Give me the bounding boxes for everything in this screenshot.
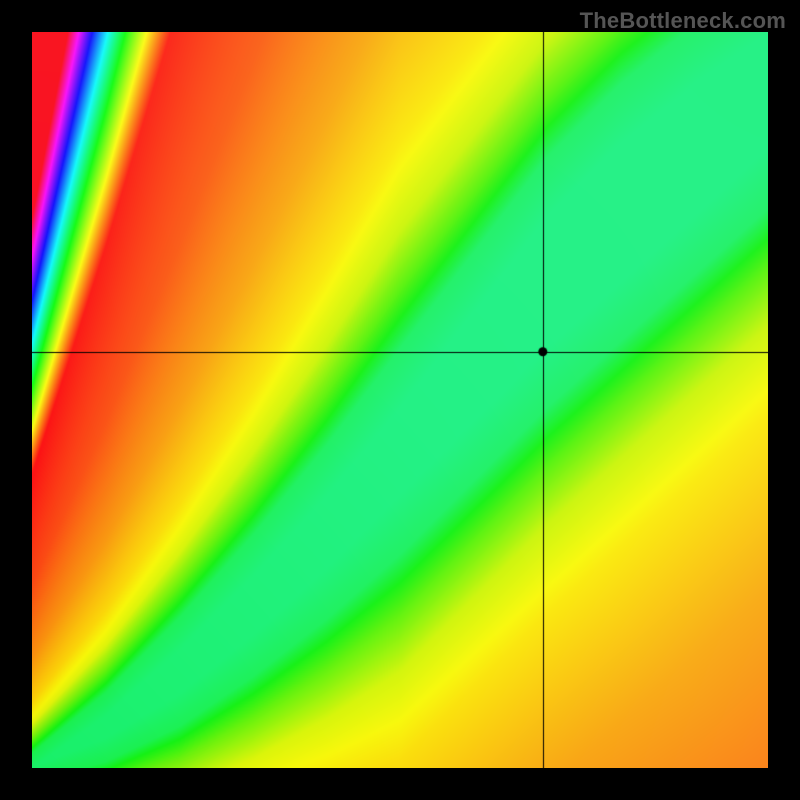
watermark-text: TheBottleneck.com bbox=[580, 8, 786, 34]
bottleneck-heatmap bbox=[32, 32, 768, 768]
